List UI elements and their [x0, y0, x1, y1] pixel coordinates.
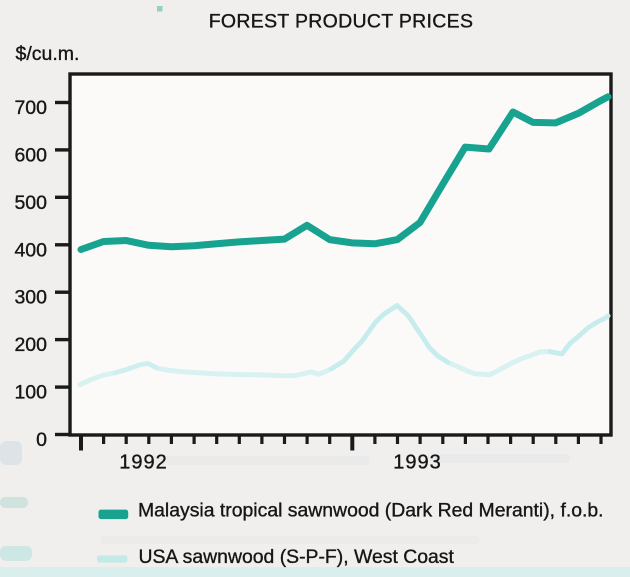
svg-text:1992: 1992 — [119, 452, 168, 474]
svg-text:100: 100 — [14, 382, 47, 404]
svg-text:Malaysia tropical sawnwood (Da: Malaysia tropical sawnwood (Dark Red Mer… — [138, 500, 604, 522]
svg-text:$/cu.m.: $/cu.m. — [16, 43, 80, 65]
svg-text:600: 600 — [14, 144, 47, 166]
svg-text:USA sawnwood (S-P-F), West Coa: USA sawnwood (S-P-F), West Coast — [139, 546, 455, 568]
svg-text:FOREST PRODUCT PRICES: FOREST PRODUCT PRICES — [209, 10, 474, 32]
svg-text:700: 700 — [14, 97, 47, 119]
svg-text:300: 300 — [14, 287, 47, 309]
svg-text:0: 0 — [36, 429, 47, 451]
svg-text:400: 400 — [14, 239, 47, 261]
svg-text:200: 200 — [14, 334, 47, 356]
svg-text:500: 500 — [14, 192, 47, 214]
svg-text:1993: 1993 — [393, 452, 442, 474]
